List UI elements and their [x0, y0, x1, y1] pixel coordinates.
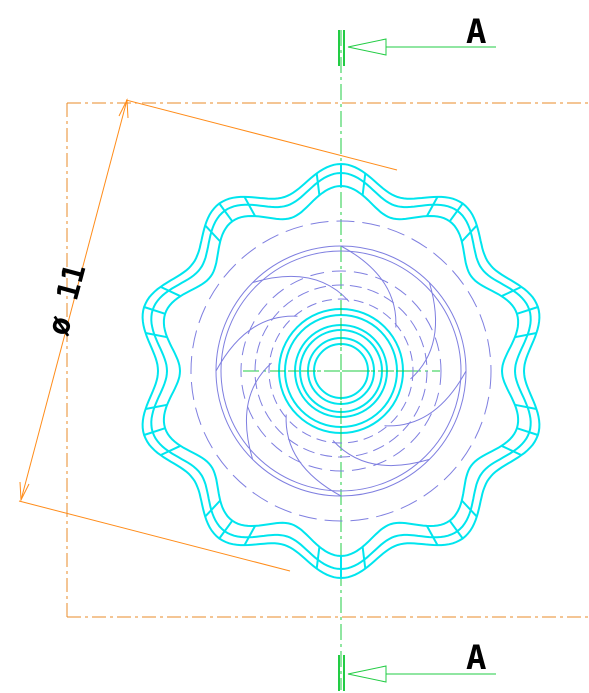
knob-rib [516, 306, 539, 315]
hidden-swirl [384, 370, 467, 427]
knob-rib [361, 546, 367, 569]
knob-rib [145, 403, 168, 410]
hidden-circle [240, 270, 442, 472]
hidden-circle [254, 284, 428, 458]
knob-rib [160, 285, 181, 298]
knob-rib [204, 499, 221, 518]
knob-rib [160, 444, 181, 457]
hidden-circle [190, 220, 492, 522]
hidden-swirl [285, 414, 342, 497]
knob-rib [143, 427, 166, 436]
knob-rib [204, 224, 221, 243]
hidden-swirl [340, 245, 397, 328]
section-label-bottom: A [466, 638, 486, 678]
center-cross [270, 300, 412, 440]
knob-rib [315, 546, 321, 569]
knob-rib [243, 196, 256, 217]
view-border [66, 102, 589, 618]
knob-rib [218, 202, 234, 222]
knob-rib [426, 196, 439, 217]
knob-rib [426, 525, 439, 546]
diameter-dimension-text: ø 11 [41, 260, 94, 339]
hidden-circle [220, 250, 462, 492]
knob-rib [448, 520, 464, 540]
knob-rib [514, 403, 537, 410]
knob-rib [514, 332, 537, 339]
knob-rib [448, 202, 464, 222]
hidden-swirl [245, 362, 272, 460]
knob-rib [218, 520, 234, 540]
hidden-circle [268, 298, 414, 444]
knob-rib [461, 224, 478, 243]
section-arrow-top [338, 30, 496, 66]
knob-rib [243, 525, 256, 546]
hidden-lines [190, 220, 492, 522]
knob-rib [516, 427, 539, 436]
knob-rib [315, 173, 321, 196]
knob-rib [461, 499, 478, 518]
hidden-swirl [410, 282, 437, 380]
knob-rib [361, 173, 367, 196]
knob-rib [501, 285, 522, 298]
knob-rib [145, 332, 168, 339]
hidden-swirl [215, 315, 298, 372]
hidden-swirl [332, 440, 430, 467]
hidden-swirl [252, 275, 350, 302]
knob-rib [143, 306, 166, 315]
diameter-dimension [18, 98, 398, 572]
section-label-top: A [466, 12, 486, 52]
knob-rib [501, 444, 522, 457]
knob-outline [141, 163, 541, 580]
section-arrow-bottom [338, 655, 496, 691]
